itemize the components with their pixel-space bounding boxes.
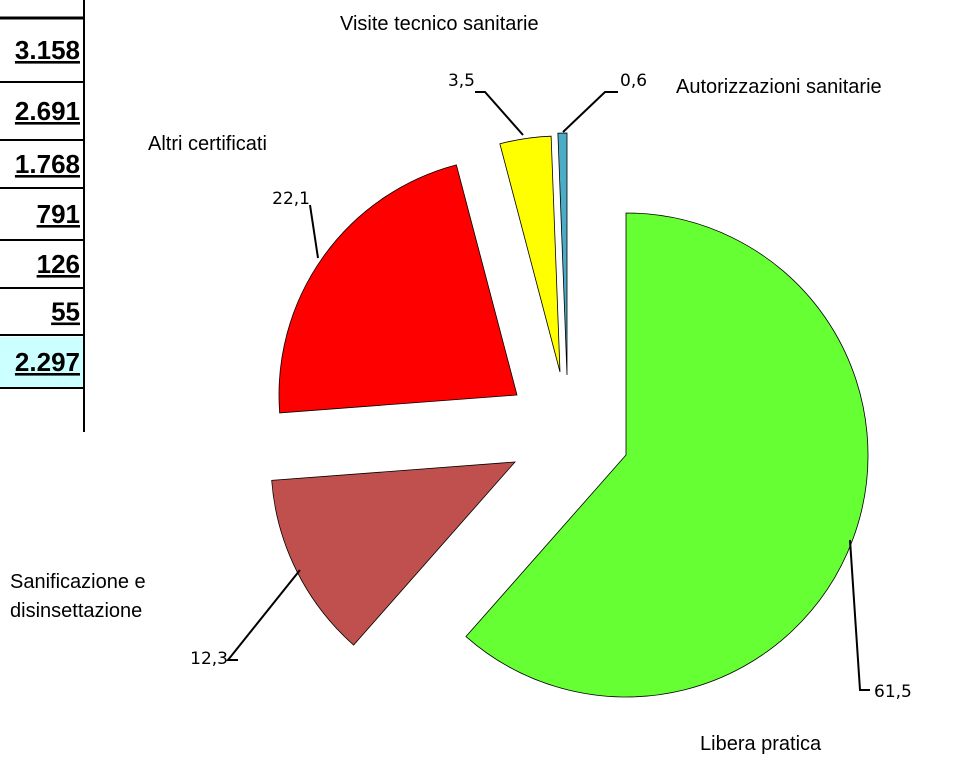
data-label: 3,5 xyxy=(448,71,475,91)
table-cell: 126 xyxy=(37,249,80,279)
data-label: 61,5 xyxy=(874,682,912,702)
table-cell: 791 xyxy=(37,199,80,229)
leader-line xyxy=(849,539,870,691)
pie-slice xyxy=(465,212,869,698)
pie-slice xyxy=(557,132,568,376)
table-cell: 3.158 xyxy=(15,35,80,65)
leader-line xyxy=(309,204,319,259)
category-label: Sanificazione e disinsettazione xyxy=(10,571,146,622)
leader-line xyxy=(475,91,524,136)
pie-slice xyxy=(271,461,516,646)
category-label: Altri certificati xyxy=(148,133,267,155)
table-cell: 2.691 xyxy=(15,96,80,126)
leader-line xyxy=(562,91,618,133)
data-label: 0,6 xyxy=(620,71,647,91)
table-cell: 2.297 xyxy=(15,347,80,377)
total-cell xyxy=(0,337,83,388)
category-label: Visite tecnico sanitarie xyxy=(340,13,539,35)
data-label: 22,1 xyxy=(272,189,310,209)
leader-line xyxy=(225,569,301,661)
pie-slice xyxy=(278,164,518,414)
table-cell: 1.768 xyxy=(15,149,80,179)
category-label: Libera pratica xyxy=(700,733,822,755)
pie-slice xyxy=(499,135,561,373)
data-label: 12,3 xyxy=(190,649,228,669)
table-cell: 55 xyxy=(51,297,80,327)
category-label: Autorizzazioni sanitarie xyxy=(676,76,882,98)
